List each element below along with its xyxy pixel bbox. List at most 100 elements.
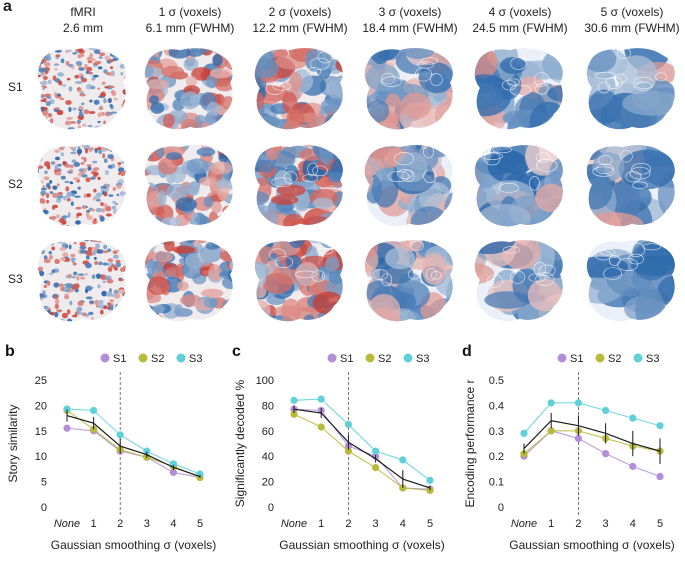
data-point-s1	[602, 450, 610, 458]
legend-label-s2: S2	[151, 353, 164, 365]
flatmap-s2-col0	[37, 145, 126, 227]
column-header-line1: fMRI	[70, 5, 96, 19]
series-line-s3	[523, 402, 661, 434]
data-point-s3	[520, 429, 528, 437]
data-point-s1	[169, 468, 177, 477]
y-tick-label: 10	[35, 451, 47, 463]
chart-panel-c: c S1 S2 S3 0 20 40 60 80 100 None 1 2 3 4 5 Gaussian smo…	[232, 343, 445, 552]
row-label-s3: S3	[8, 272, 23, 286]
panel-b-letter: b	[5, 343, 15, 360]
series-line-s3	[66, 408, 201, 475]
y-tick-label: 0	[498, 502, 504, 514]
cortical-flatmap-grid	[37, 48, 675, 322]
column-header-0: fMRI 2.6 mm	[28, 5, 138, 35]
data-point-s3	[574, 399, 583, 407]
series-line-s2	[523, 430, 661, 455]
flatmap-s3-col3	[364, 240, 453, 322]
x-tick-label: 3	[144, 518, 150, 530]
y-tick-label: 0.5	[489, 375, 504, 387]
data-point-s3	[116, 431, 124, 439]
data-point-s1	[63, 424, 71, 432]
column-header-line2: 24.5 mm (FWHM)	[472, 21, 568, 35]
y-tick-label: 100	[256, 375, 274, 387]
legend-label-s3: S3	[646, 353, 659, 365]
x-tick-label: 4	[400, 518, 406, 530]
row-label-s1: S1	[8, 80, 23, 94]
legend-label-s3: S3	[189, 353, 202, 365]
data-point-s3	[143, 447, 151, 455]
flatmap-s2-col2	[254, 145, 343, 227]
data-point-s3	[656, 422, 664, 430]
data-point-s2	[290, 410, 298, 418]
y-axis-label: Encoding performance r	[463, 379, 477, 507]
data-point-s3	[399, 456, 407, 464]
y-tick-label: 80	[262, 400, 274, 412]
x-tick-label: 1	[548, 518, 554, 530]
data-point-s2	[547, 427, 555, 435]
x-tick-label: 3	[603, 518, 609, 530]
x-tick-label: 2	[117, 518, 123, 530]
flatmap-s3-col2	[254, 240, 343, 322]
column-header-line1: 3 σ (voxels)	[378, 5, 442, 19]
column-header-line2: 12.2 mm (FWHM)	[252, 21, 348, 35]
legend-marker-s3	[176, 353, 186, 363]
y-tick-label: 0.3	[489, 426, 504, 438]
x-tick-label: 1	[318, 518, 324, 530]
data-point-s3	[602, 406, 610, 415]
flatmap-s2-col3	[364, 145, 453, 227]
flatmap-s1-col4	[474, 48, 563, 130]
x-tick-label: 5	[427, 518, 433, 530]
series-line-s1	[66, 427, 201, 479]
column-header-line1: 5 σ (voxels)	[600, 5, 664, 19]
x-tick-label: 3	[373, 518, 379, 530]
y-tick-label: 0.2	[489, 451, 504, 463]
y-tick-label: 0	[41, 502, 47, 514]
y-tick-label: 0.1	[489, 477, 504, 489]
column-header-line2: 6.1 mm (FWHM)	[145, 21, 235, 35]
data-point-s1	[629, 462, 637, 470]
legend-label-s2: S2	[378, 353, 391, 365]
x-tick-label: None	[54, 518, 80, 530]
column-header-1: 1 σ (voxels) 6.1 mm (FWHM)	[135, 5, 245, 35]
legend-marker-s2	[595, 353, 605, 363]
legend-marker-s3	[403, 353, 413, 363]
data-point-s3	[372, 447, 380, 455]
x-tick-label: 2	[345, 518, 351, 530]
series-line-mean	[293, 408, 431, 489]
x-tick-label: 1	[91, 518, 97, 530]
data-point-s2	[317, 423, 325, 431]
flatmap-s1-col1	[144, 48, 233, 130]
flatmap-s1-col3	[364, 48, 453, 130]
x-tick-label: None	[511, 518, 537, 530]
y-tick-label: 20	[262, 477, 274, 489]
y-tick-label: 25	[35, 375, 47, 387]
flatmap-s3-col0	[37, 240, 126, 322]
flatmap-s3-col4	[474, 240, 563, 322]
series-line-s1	[523, 430, 661, 478]
column-header-line2: 2.6 mm	[62, 21, 103, 35]
panel-d-letter: d	[462, 343, 472, 360]
column-header-line1: 2 σ (voxels)	[268, 5, 332, 19]
series-line-mean	[66, 414, 201, 478]
legend-label-s2: S2	[608, 353, 621, 365]
column-header-line1: 1 σ (voxels)	[158, 5, 222, 19]
panel-c-letter: c	[232, 343, 241, 360]
legend-label-s3: S3	[416, 353, 429, 365]
flatmap-s1-col0	[37, 48, 126, 130]
chart-panel-d: d S1 S2 S3 0 0.1 0.2 0.3 0.4 0.5 None 1 2 3 4 5 Gaussian…	[462, 343, 675, 552]
column-header-5: 5 σ (voxels) 30.6 mm (FWHM)	[577, 5, 685, 35]
column-header-line2: 18.4 mm (FWHM)	[362, 21, 458, 35]
x-tick-label: 5	[197, 518, 203, 530]
y-tick-label: 60	[262, 426, 274, 438]
x-tick-label: 5	[657, 518, 663, 530]
x-tick-label: None	[281, 518, 307, 530]
column-header-2: 2 σ (voxels) 12.2 mm (FWHM)	[245, 5, 355, 35]
legend-label-s1: S1	[340, 353, 353, 365]
legend-marker-s1	[100, 353, 110, 363]
flatmap-s1-col2	[254, 48, 343, 130]
flatmap-s3-col1	[144, 240, 233, 322]
series-line-s2	[66, 410, 201, 479]
flatmap-s1-col5	[586, 48, 675, 130]
data-point-s2	[372, 464, 380, 472]
